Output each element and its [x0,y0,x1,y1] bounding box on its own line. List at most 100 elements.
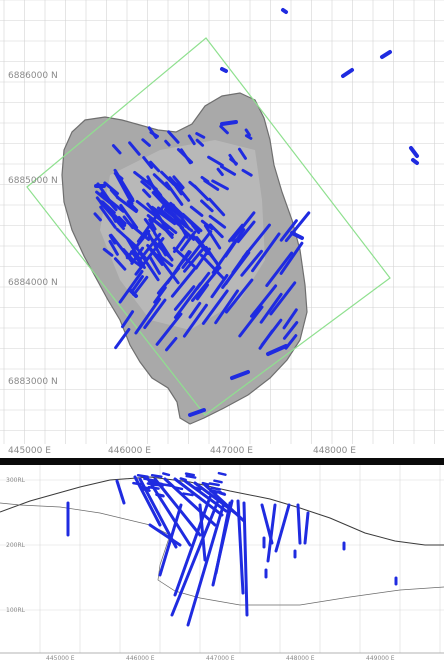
plan-drillhole [148,218,157,231]
plan-drillhole [244,128,251,137]
plan-drillhole [224,278,254,314]
section-drillhole [208,482,220,487]
plan-drillhole [203,224,222,250]
plan-drillhole [265,251,294,288]
plan-drillhole [409,146,419,158]
northing-label-4: 6883000 N [8,377,58,387]
rl-label-3: 100RL [6,607,25,614]
plan-drillhole [266,344,288,356]
plan-drillhole [241,168,253,177]
plan-drillhole [114,173,134,206]
section-easting-label-1: 445000 E [46,655,75,662]
plan-drillhole [238,305,264,338]
section-drillhole [217,471,227,476]
section-view[interactable]: 300RL 200RL 100RL 445000 E 446000 E 4470… [0,465,444,665]
plan-drillhole [240,249,263,277]
section-grid [0,465,444,654]
plan-view-canvas[interactable] [0,0,444,458]
section-drillhole [147,485,160,490]
plan-drillhole [155,312,183,346]
plan-drillhole [165,336,178,352]
plan-drillhole [130,250,145,268]
section-drillholes [66,471,398,627]
panel-divider[interactable] [0,458,444,465]
section-drillhole [184,472,195,477]
rl-label-2: 200RL [6,542,25,549]
plan-drillhole [203,179,220,191]
section-drillhole [141,487,151,492]
section-drillhole [210,486,222,491]
plan-drillhole [208,214,227,229]
plan-drillhole [290,231,304,240]
section-drillhole [210,489,222,494]
plan-drillhole [241,223,271,260]
section-drillhole [201,481,210,486]
plan-drillhole [115,195,138,214]
plan-drillhole [156,253,174,268]
section-drillhole [173,486,184,491]
plan-drillhole [224,228,246,258]
plan-drillhole [208,223,224,239]
section-drillhole [296,503,302,545]
plan-drillhole [108,239,119,256]
plan-drillhole [142,188,152,198]
plan-drillhole [149,160,161,173]
plan-drillhole [103,181,119,196]
plan-drillhole [187,134,196,146]
plan-drillhole [147,179,163,197]
plan-drillhole [166,203,179,214]
plan-drillhole [260,318,283,347]
plan-drillhole [269,281,297,316]
section-drillhole [274,503,291,553]
plan-drillhole [142,156,154,169]
plan-drillhole [172,233,188,254]
section-drillhole [160,483,173,488]
plan-drillhole [411,158,419,165]
plan-drillholes [93,8,419,417]
plan-drillhole [183,247,205,273]
section-view-canvas[interactable] [0,465,444,665]
plan-drillhole [125,229,151,260]
section-drillhole [146,477,192,547]
plan-drillhole [199,253,226,281]
plan-drillhole [99,200,127,227]
plan-drillhole [237,147,247,160]
plan-drillhole [160,219,178,235]
plan-drillhole [208,197,226,217]
plan-drillhole [195,236,219,264]
section-drillhole [266,503,277,563]
plan-drillhole [170,267,196,298]
section-drillhole [198,503,207,562]
plan-drillhole [210,274,229,299]
plan-drillhole [244,134,253,140]
plan-drillhole [141,138,151,147]
plan-drillhole [107,198,125,213]
section-drillhole [148,523,182,547]
section-drillhole [183,479,228,513]
plan-drillhole [118,269,144,304]
plan-drillhole [380,50,392,59]
plan-drillhole [148,255,161,275]
plan-drillhole [279,219,298,242]
plan-drillhole [126,200,139,212]
plan-drillhole [214,289,239,325]
plan-drillhole [182,303,208,338]
plan-drillhole [163,227,174,239]
section-drillhole [163,477,217,527]
section-drillhole [136,474,149,479]
section-drillhole [143,477,154,482]
section-drillhole [213,479,223,484]
plan-drillhole [147,126,158,139]
plan-drillhole [236,220,256,244]
plan-drillhole [122,215,135,230]
plan-view[interactable]: 6886000 N 6885000 N 6884000 N 6883000 N … [0,0,444,458]
plan-drillhole [195,271,211,290]
plan-drillhole [220,67,228,73]
plan-drillhole [200,219,214,231]
section-drillhole [185,474,197,479]
plan-drillhole [228,153,238,166]
plan-drillhole [201,289,229,325]
plan-drillhole [207,155,224,167]
plan-drillhole [136,204,166,243]
